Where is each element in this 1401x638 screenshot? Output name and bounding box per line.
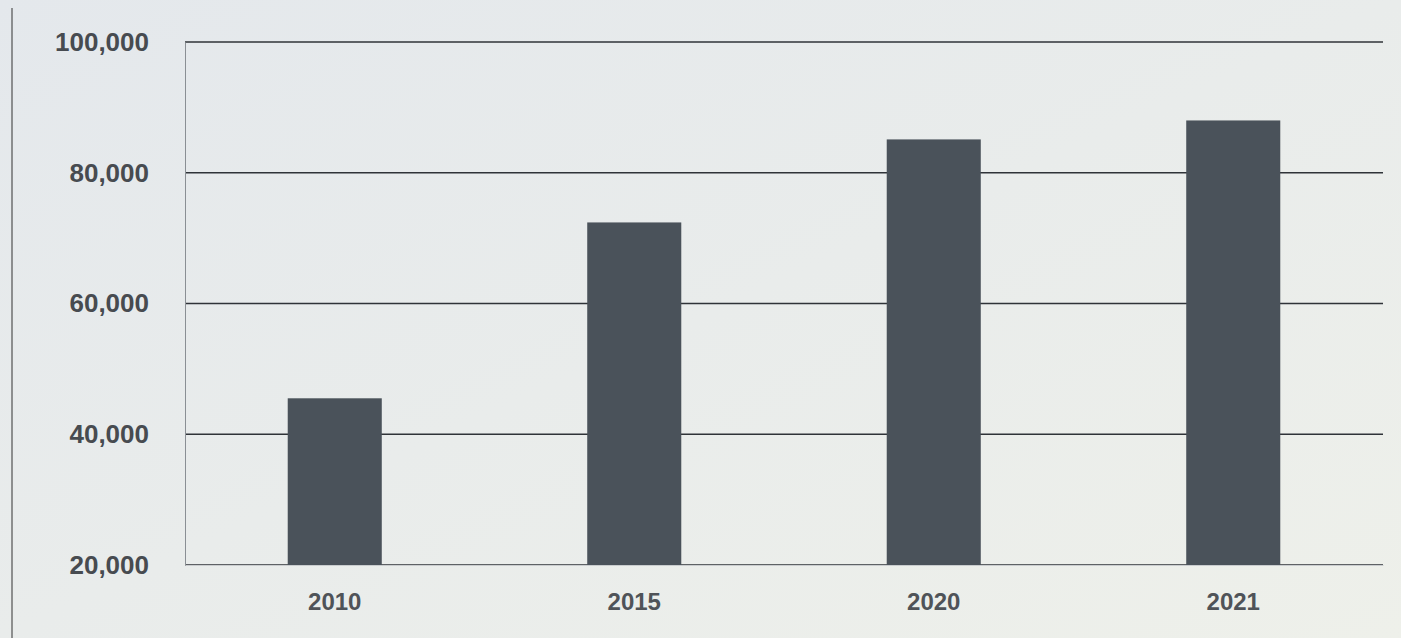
- x-tick: 2015: [608, 565, 661, 615]
- frame-line: [12, 8, 13, 638]
- y-tick-label: 80,000: [69, 158, 149, 188]
- chart: 20,00040,00060,00080,000100,000201020152…: [0, 0, 1401, 638]
- y-tick: 60,000: [69, 288, 185, 318]
- bar: [887, 139, 981, 565]
- x-tick: 2010: [308, 565, 361, 615]
- x-tick: 2021: [1207, 565, 1260, 615]
- x-tick: 2020: [907, 565, 960, 615]
- grid: [185, 42, 1383, 565]
- bar: [288, 398, 382, 565]
- y-axis: 20,000 40,000 60,000 80,000 100,000: [55, 27, 185, 580]
- x-axis: 2010 2015 2020 2021: [186, 565, 1384, 615]
- bars: [288, 120, 1281, 565]
- y-tick: 100,000: [55, 27, 185, 57]
- x-tick-label: 2020: [907, 588, 960, 615]
- bar: [1186, 120, 1280, 565]
- x-tick-label: 2010: [308, 588, 361, 615]
- y-tick-label: 40,000: [69, 419, 149, 449]
- y-tick: 80,000: [69, 158, 185, 188]
- y-tick-label: 60,000: [69, 288, 149, 318]
- y-tick: 20,000: [69, 550, 185, 580]
- background: [0, 0, 1401, 638]
- x-axis-line: [186, 565, 1384, 566]
- x-tick-label: 2015: [608, 588, 661, 615]
- y-tick-label: 100,000: [55, 27, 149, 57]
- y-axis-line: [185, 43, 186, 566]
- y-tick-label: 20,000: [69, 550, 149, 580]
- x-tick-label: 2021: [1207, 588, 1260, 615]
- grid-line: [185, 41, 1383, 43]
- y-tick: 40,000: [69, 419, 185, 449]
- bar: [587, 222, 681, 565]
